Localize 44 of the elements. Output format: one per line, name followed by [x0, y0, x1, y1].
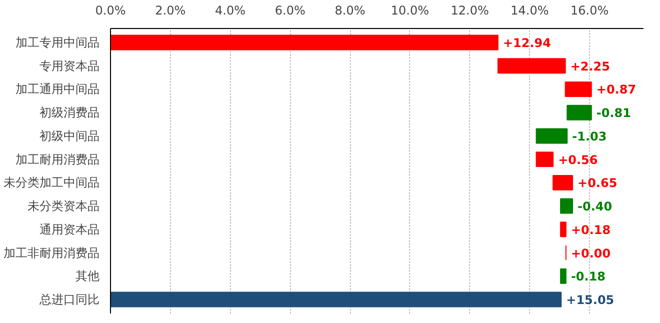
data-label: +0.18: [570, 222, 611, 237]
x-tick-label: 6.0%: [274, 4, 306, 18]
y-tick-label: 其他: [76, 269, 100, 284]
y-tick-label: 加工通用中间品: [16, 82, 100, 96]
data-label: +12.94: [502, 36, 551, 50]
bar: [536, 152, 554, 168]
data-label: +0.65: [578, 176, 618, 190]
bar: [110, 34, 498, 50]
x-tick-label: 16.0%: [570, 4, 609, 18]
x-tick-label: 12.0%: [450, 4, 489, 18]
y-tick-label: 加工非耐用消费品: [4, 246, 100, 260]
data-label: +0.56: [558, 152, 598, 167]
bar: [536, 128, 568, 144]
data-label: -0.81: [596, 106, 631, 120]
data-label: +15.05: [566, 292, 614, 307]
x-tick-label: 14.0%: [510, 4, 549, 18]
y-tick-label: 专用资本品: [40, 58, 100, 73]
bar: [560, 222, 566, 238]
bar: [566, 104, 592, 120]
bar: [497, 58, 566, 74]
bar: [564, 81, 592, 97]
data-label: +0.87: [596, 82, 636, 97]
y-tick-label: 加工耐用消费品: [16, 152, 100, 166]
bar: [560, 268, 566, 284]
y-tick-label: 未分类加工中间品: [4, 176, 100, 190]
y-tick-label: 总进口同比: [38, 292, 100, 306]
data-label: -1.03: [572, 129, 607, 144]
bar: [552, 174, 574, 190]
y-tick-label: 初级消费品: [40, 106, 100, 120]
data-label: +2.25: [570, 59, 610, 74]
x-tick-label: 8.0%: [334, 4, 366, 18]
x-tick-label: 0.0%: [95, 4, 126, 18]
bar: [560, 198, 574, 214]
y-tick-label: 初级中间品: [40, 128, 100, 143]
bar: [110, 292, 562, 308]
y-tick-label: 加工专用中间品: [16, 36, 100, 50]
x-tick-label: 2.0%: [155, 4, 186, 18]
y-tick-label: 通用资本品: [40, 222, 100, 236]
x-tick-label: 4.0%: [215, 4, 246, 18]
data-label: +0.00: [570, 246, 611, 260]
x-tick-label: 10.0%: [390, 4, 430, 18]
y-tick-label: 未分类资本品: [28, 199, 100, 214]
data-label: -0.18: [570, 270, 606, 284]
data-label: -0.40: [578, 200, 612, 214]
